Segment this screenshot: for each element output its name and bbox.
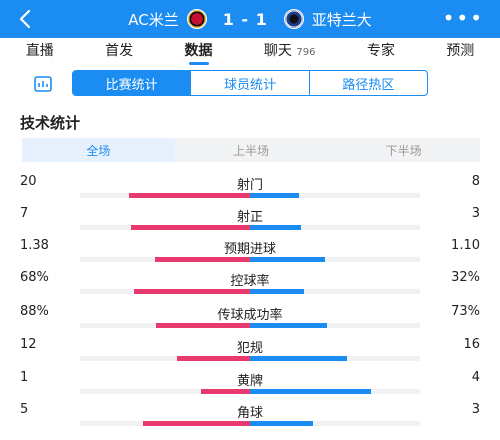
away-bar	[250, 289, 304, 294]
stat-home-value: 5	[20, 402, 29, 417]
home-team-name: AC米兰	[128, 10, 179, 29]
nav-tab-label: 预测	[446, 43, 475, 59]
stat-row: 20 射门 8	[0, 172, 500, 204]
stat-away-value: 4	[471, 370, 480, 385]
away-bar	[250, 389, 371, 394]
subtab-player-stats[interactable]: 球员统计	[190, 71, 308, 95]
atalanta-logo-icon	[283, 9, 304, 29]
stat-name: 角球	[236, 406, 263, 421]
chart-toggle-icon[interactable]	[33, 74, 55, 94]
away-bar-track	[250, 356, 420, 361]
stat-name: 射正	[236, 210, 263, 225]
nav-tab-label: 直播	[25, 43, 54, 59]
stat-row: 68% 控球率 32%	[0, 268, 500, 300]
away-team-name: 亚特兰大	[311, 10, 372, 29]
away-bar-track	[250, 257, 420, 262]
home-bar-track	[80, 356, 250, 361]
more-options-icon[interactable]: •••	[442, 6, 484, 30]
home-bar-track	[80, 323, 250, 328]
period-tabs: 全场 上半场 下半场	[22, 138, 480, 162]
stat-home-value: 12	[20, 337, 37, 352]
stat-row: 12 犯规 16	[0, 335, 500, 367]
stat-home-value: 7	[20, 206, 29, 221]
away-bar-track	[250, 323, 420, 328]
stat-name: 犯规	[236, 341, 263, 356]
subtab-heatmap[interactable]: 路径热区	[308, 71, 427, 95]
period-tab-second-half[interactable]: 下半场	[385, 143, 422, 158]
stat-home-value: 1.38	[20, 238, 49, 253]
away-bar	[250, 257, 325, 262]
stat-home-value: 1	[20, 370, 29, 385]
stat-home-value: 20	[20, 174, 37, 189]
home-bar	[177, 356, 250, 361]
nav-tab-live[interactable]: 直播	[26, 40, 54, 60]
away-bar-track	[250, 421, 420, 426]
home-bar-track	[80, 421, 250, 426]
nav-tab-chat[interactable]: 聊天 796	[264, 40, 316, 60]
home-bar-track	[80, 257, 250, 262]
away-bar-track	[250, 289, 420, 294]
stat-home-value: 88%	[20, 304, 49, 319]
away-bar	[250, 356, 347, 361]
stat-away-value: 1.10	[451, 238, 480, 253]
nav-tab-label: 首发	[105, 43, 134, 59]
away-bar	[250, 421, 313, 426]
period-tab-full[interactable]: 全场	[22, 138, 175, 162]
home-bar	[134, 289, 250, 294]
match-header: AC米兰 1 - 1 亚特兰大 •••	[0, 0, 500, 38]
away-bar-track	[250, 389, 420, 394]
home-bar-track	[80, 193, 250, 198]
home-bar	[201, 389, 250, 394]
top-nav: 直播 首发 数据 聊天 796 专家 预测	[0, 38, 500, 65]
nav-tab-label: 聊天	[263, 43, 292, 59]
nav-tab-label: 数据	[184, 43, 213, 59]
subtab-match-stats[interactable]: 比赛统计	[73, 71, 191, 95]
away-bar-track	[250, 193, 420, 198]
home-bar-track	[80, 289, 250, 294]
stat-name: 射门	[236, 178, 263, 193]
home-bar	[143, 421, 250, 426]
home-bar-track	[80, 225, 250, 230]
stat-row: 7 射正 3	[0, 204, 500, 236]
home-bar	[131, 225, 250, 230]
home-bar-track	[80, 389, 250, 394]
nav-tab-experts[interactable]: 专家	[367, 40, 395, 60]
chat-count-badge: 796	[296, 47, 316, 58]
milan-logo-icon	[186, 9, 207, 29]
section-title: 技术统计	[20, 114, 81, 132]
nav-tab-label: 专家	[366, 43, 395, 59]
stat-name: 黄牌	[236, 374, 263, 389]
stat-name: 控球率	[230, 274, 270, 289]
away-bar	[250, 193, 299, 198]
stat-away-value: 73%	[451, 304, 480, 319]
stat-row: 88% 传球成功率 73%	[0, 302, 500, 334]
stat-name: 传球成功率	[217, 308, 283, 323]
away-bar	[250, 225, 301, 230]
stat-home-value: 68%	[20, 270, 49, 285]
stat-row: 1.38 预期进球 1.10	[0, 236, 500, 268]
period-tab-first-half[interactable]: 上半场	[233, 143, 270, 158]
back-arrow-icon[interactable]	[14, 7, 38, 31]
away-bar-track	[250, 225, 420, 230]
stat-away-value: 3	[471, 206, 480, 221]
nav-tab-lineup[interactable]: 首发	[105, 40, 133, 60]
away-bar	[250, 323, 327, 328]
stat-name: 预期进球	[223, 242, 276, 257]
stat-away-value: 8	[471, 174, 480, 189]
match-info: AC米兰 1 - 1 亚特兰大	[0, 0, 500, 38]
nav-tab-predict[interactable]: 预测	[446, 40, 474, 60]
home-bar	[129, 193, 250, 198]
stat-row: 1 黄牌 4	[0, 368, 500, 400]
nav-tab-data[interactable]: 数据	[184, 40, 213, 65]
match-score: 1 - 1	[222, 9, 268, 29]
stat-away-value: 16	[463, 337, 480, 352]
home-bar	[156, 323, 250, 328]
stat-away-value: 32%	[451, 270, 480, 285]
stats-subtabs: 比赛统计 球员统计 路径热区	[72, 70, 428, 96]
home-bar	[155, 257, 250, 262]
stat-away-value: 3	[471, 402, 480, 417]
stat-row: 5 角球 3	[0, 400, 500, 432]
